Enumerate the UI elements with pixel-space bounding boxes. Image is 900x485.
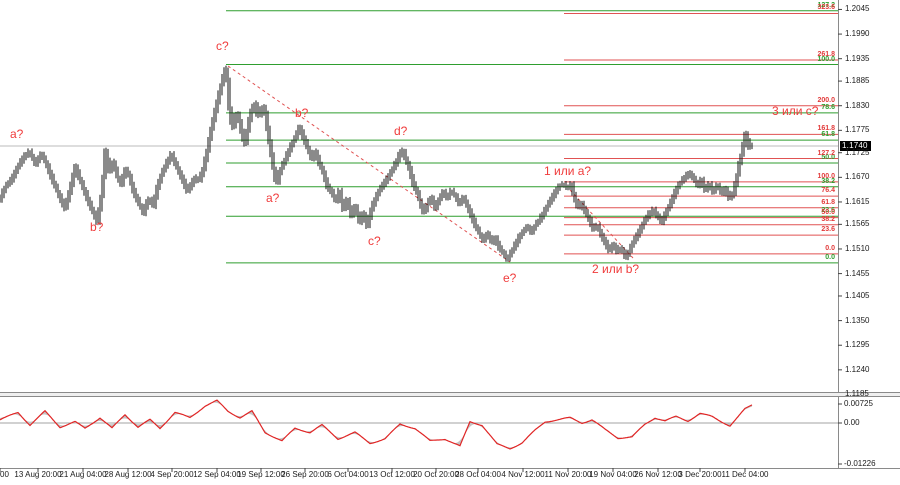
panel-splitter[interactable] — [0, 392, 900, 397]
oscillator-plot — [0, 399, 838, 450]
price-bars — [0, 65, 753, 262]
panel-borders — [0, 0, 900, 472]
trendlines[interactable] — [227, 65, 634, 263]
